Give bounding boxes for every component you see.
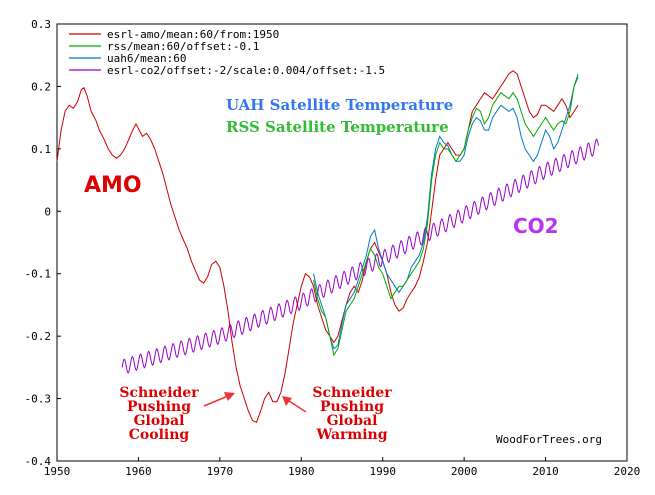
x-tick-label: 1970 bbox=[207, 465, 234, 478]
warming-line-3: Global bbox=[327, 413, 378, 429]
axis-ticks: 1950 1960 1970 1980 1990 2000 2010 2020 0.3 0.2 0.… bbox=[25, 18, 641, 478]
x-tick-label: 2020 bbox=[614, 465, 641, 478]
warming-line-4: Warming bbox=[315, 427, 387, 443]
y-tick-label: -0.2 bbox=[25, 330, 52, 343]
y-tick-label: -0.1 bbox=[25, 268, 52, 281]
x-tick-label: 1990 bbox=[369, 465, 396, 478]
x-tick-label: 2000 bbox=[451, 465, 478, 478]
legend-label-amo: esrl-amo/mean:60/from:1950 bbox=[107, 28, 279, 41]
annotation-rss: RSS Satellite Temperature bbox=[226, 118, 449, 136]
annotation-cooling: Schneider Pushing Global Cooling bbox=[119, 385, 199, 443]
y-tick-label: 0.1 bbox=[31, 143, 51, 156]
warming-line-2: Pushing bbox=[320, 399, 384, 415]
arrow-warming bbox=[288, 400, 307, 413]
x-tick-label: 1960 bbox=[125, 465, 152, 478]
annotation-co2: CO2 bbox=[513, 214, 559, 238]
y-tick-label: -0.3 bbox=[25, 393, 52, 406]
y-tick-label: 0.2 bbox=[31, 80, 51, 93]
cooling-line-1: Schneider bbox=[119, 385, 199, 401]
y-tick-label: 0 bbox=[44, 205, 51, 218]
y-tick-label: 0.3 bbox=[31, 18, 51, 31]
cooling-line-3: Global bbox=[134, 413, 185, 429]
series-line-uah bbox=[313, 76, 579, 350]
legend-label-uah: uah6/mean:60 bbox=[107, 52, 186, 65]
legend: esrl-amo/mean:60/from:1950 rss/mean:60/o… bbox=[69, 28, 385, 77]
credit: WoodForTrees.org bbox=[496, 433, 602, 446]
legend-label-rss: rss/mean:60/offset:-0.1 bbox=[107, 40, 259, 53]
arrow-warming-head bbox=[282, 396, 292, 406]
series-group bbox=[56, 70, 599, 423]
series-line-co2 bbox=[121, 138, 599, 374]
arrow-cooling bbox=[203, 395, 229, 407]
plot-frame bbox=[56, 23, 628, 462]
annotation-warming: Schneider Pushing Global Warming bbox=[312, 385, 392, 443]
x-tick-label: 2010 bbox=[532, 465, 559, 478]
arrow-cooling-head bbox=[224, 392, 235, 401]
annotation-arrows bbox=[203, 392, 307, 413]
x-tick-label: 1980 bbox=[288, 465, 315, 478]
annotation-uah: UAH Satellite Temperature bbox=[226, 96, 453, 114]
cooling-line-2: Pushing bbox=[127, 399, 191, 415]
legend-label-co2: esrl-co2/offset:-2/scale:0.004/offset:-1… bbox=[107, 64, 385, 77]
cooling-line-4: Cooling bbox=[129, 427, 190, 443]
y-tick-label: -0.4 bbox=[25, 455, 52, 468]
annotation-amo: AMO bbox=[84, 173, 142, 198]
warming-line-1: Schneider bbox=[312, 385, 392, 401]
series-line-rss bbox=[313, 73, 579, 357]
series-line-amo bbox=[56, 70, 579, 423]
x-tick-label: 1950 bbox=[44, 465, 71, 478]
